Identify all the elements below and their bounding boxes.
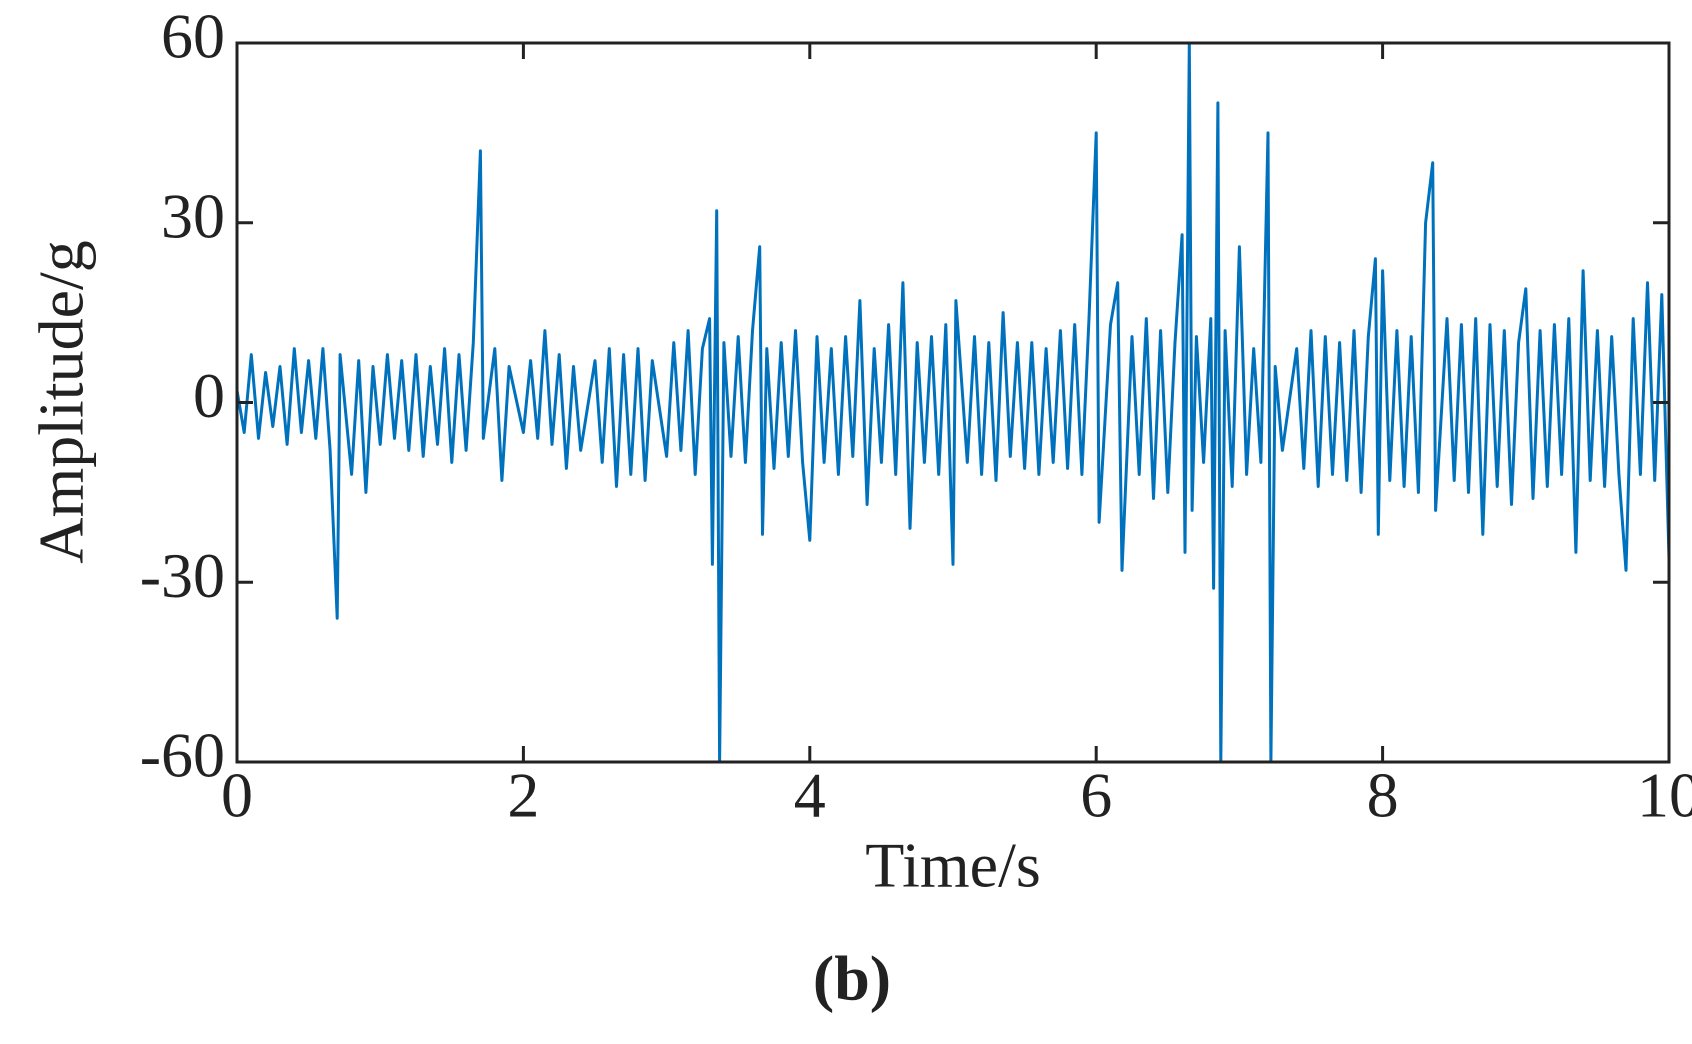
x-tick-label: 8 [1367, 760, 1399, 831]
y-tick-label: 0 [193, 360, 225, 431]
plot-frame [235, 41, 1671, 764]
signal-line [235, 41, 1671, 764]
x-axis-label: Time/s [865, 830, 1041, 901]
x-tick-label: 0 [221, 760, 253, 831]
y-tick-label: -60 [140, 720, 225, 791]
y-tick-label: -30 [140, 540, 225, 611]
x-tick-label: 10 [1637, 760, 1692, 831]
y-tick-label: 30 [161, 180, 225, 251]
x-tick-label: 2 [507, 760, 539, 831]
x-tick-label: 4 [794, 760, 826, 831]
x-tick-label: 6 [1080, 760, 1112, 831]
y-axis-label: Amplitude/g [26, 240, 97, 564]
caption: (b) [813, 943, 891, 1014]
y-tick-label: 60 [161, 1, 225, 72]
